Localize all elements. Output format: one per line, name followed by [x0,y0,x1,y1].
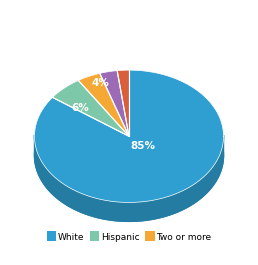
Polygon shape [100,71,129,136]
Text: 4%: 4% [92,78,110,88]
Polygon shape [35,70,223,202]
Polygon shape [53,80,129,136]
Polygon shape [117,70,129,136]
Polygon shape [35,135,223,221]
Polygon shape [35,89,223,221]
Polygon shape [78,73,129,136]
Legend: White, Hispanic, Two or more: White, Hispanic, Two or more [43,230,215,246]
Text: 6%: 6% [71,103,89,113]
Text: 85%: 85% [131,141,156,151]
